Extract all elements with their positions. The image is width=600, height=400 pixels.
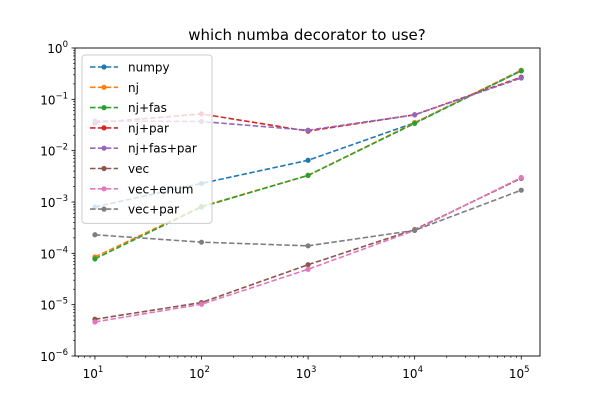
chart-title: which numba decorator to use?: [188, 26, 425, 44]
legend-item: nj+par: [90, 121, 169, 135]
data-point: [305, 127, 311, 133]
data-point: [305, 266, 311, 272]
legend-label: vec+enum: [128, 182, 193, 196]
legend-label: numpy: [128, 61, 170, 75]
x-tick-label: 103: [296, 365, 317, 381]
data-point: [518, 68, 524, 74]
data-point: [198, 301, 205, 307]
y-tick-label: 10−4: [40, 245, 68, 261]
y-tick-label: 100: [47, 40, 68, 56]
data-point: [412, 227, 418, 233]
x-tick-label: 102: [189, 365, 210, 381]
legend-item: numpy: [90, 61, 170, 75]
data-point: [412, 112, 418, 118]
legend-label: vec: [128, 162, 149, 176]
data-point: [518, 75, 524, 81]
y-tick-label: 10−1: [40, 91, 68, 107]
legend-marker: [101, 64, 107, 70]
x-tick-label: 101: [83, 365, 104, 381]
data-point: [518, 174, 524, 181]
legend-item: nj+fas: [90, 101, 167, 115]
data-point: [92, 256, 98, 262]
legend-label: vec+par: [128, 203, 179, 217]
data-point: [412, 120, 418, 126]
legend-item: vec+par: [90, 203, 179, 217]
legend-item: vec: [90, 162, 149, 176]
x-tick-label: 104: [402, 365, 423, 381]
data-point: [198, 239, 205, 245]
data-point: [518, 187, 524, 193]
y-tick-label: 10−3: [40, 194, 68, 210]
series-line: [94, 176, 522, 323]
data-point: [305, 157, 311, 163]
data-point: [305, 262, 311, 268]
legend-label: nj+fas+par: [128, 142, 197, 156]
y-tick-label: 10−5: [40, 297, 68, 313]
y-tick-label: 10−6: [40, 348, 68, 364]
axes-frame: [74, 47, 541, 357]
legend-marker: [101, 125, 107, 131]
legend-marker: [101, 105, 107, 111]
legend-marker: [101, 145, 107, 151]
legend-label: nj+par: [128, 121, 169, 135]
data-point: [92, 232, 98, 238]
legend-marker: [101, 165, 107, 172]
legend-marker: [101, 84, 107, 90]
legend-label: nj: [128, 81, 139, 95]
legend-label: nj+fas: [128, 101, 167, 115]
legend-marker: [101, 186, 107, 192]
legend-box: [81, 54, 213, 224]
legend-marker: [101, 206, 107, 212]
legend-item: vec+enum: [90, 182, 193, 196]
y-tick-label: 10−2: [40, 143, 68, 159]
data-point: [305, 243, 311, 249]
data-point: [92, 319, 98, 325]
legend-item: nj+fas+par: [90, 142, 197, 156]
legend-item: nj: [90, 81, 139, 95]
series-vec-par: [92, 187, 524, 249]
data-point: [305, 172, 311, 178]
legend: numpy nj nj+fas nj+par nj+fas+par vec vec+enum…: [81, 54, 213, 224]
x-tick-label: 105: [509, 365, 530, 381]
